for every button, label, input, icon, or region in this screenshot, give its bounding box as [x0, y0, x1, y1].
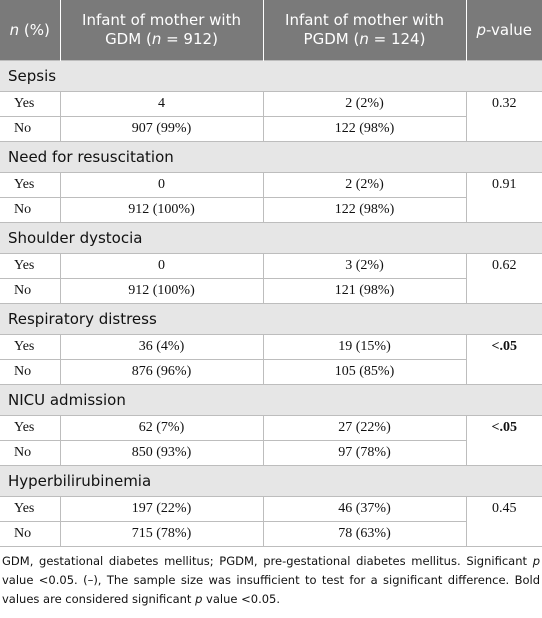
- header-gdm-line1: Infant of mother with: [82, 11, 241, 29]
- header-p-rest: -value: [486, 20, 532, 39]
- pgdm-value: 27 (22%): [262, 415, 467, 441]
- pgdm-value: 122 (98%): [262, 197, 467, 223]
- row-label: Yes: [0, 91, 61, 117]
- gdm-value: 0: [59, 253, 264, 279]
- header-gdm: Infant of mother with GDM (n = 912): [60, 0, 264, 61]
- header-p-value: p-value: [466, 0, 542, 61]
- section-title: Shoulder dystocia: [0, 222, 542, 254]
- gdm-value: 876 (96%): [59, 359, 264, 385]
- header-gdm-line2-pre: GDM (: [105, 30, 152, 48]
- table-row: No 907 (99%) 122 (98%): [0, 116, 542, 142]
- table-header-row: n (%) Infant of mother with GDM (n = 912)…: [0, 0, 542, 61]
- pgdm-value: 2 (2%): [262, 172, 467, 198]
- table-row: No 912 (100%) 121 (98%): [0, 278, 542, 304]
- header-pgdm-n: n: [359, 30, 369, 48]
- table-row: No 876 (96%) 105 (85%): [0, 359, 542, 385]
- header-n-percent: n (%): [0, 0, 61, 61]
- row-label: No: [0, 521, 61, 547]
- header-n-italic: n: [9, 20, 20, 39]
- footnote-p2-italic: p: [195, 592, 203, 606]
- header-pgdm: Infant of mother with PGDM (n = 124): [263, 0, 467, 61]
- table-row: Yes 62 (7%) 27 (22%) <.05: [0, 415, 542, 466]
- table-row: Yes 36 (4%) 19 (15%) <.05: [0, 334, 542, 385]
- header-pgdm-line2-pre: PGDM (: [303, 30, 360, 48]
- header-pgdm-line1: Infant of mother with: [285, 11, 444, 29]
- gdm-value: 907 (99%): [59, 116, 264, 142]
- footnote-sig-post: value <0.05. (–), The sample size was in…: [2, 573, 540, 606]
- header-p-italic: p: [476, 20, 487, 39]
- header-percent-text: (%): [19, 20, 50, 39]
- results-table: n (%) Infant of mother with GDM (n = 912)…: [0, 0, 542, 547]
- row-label: Yes: [0, 253, 61, 279]
- row-label: Yes: [0, 172, 61, 198]
- table-row: Yes 0 3 (2%) 0.62: [0, 253, 542, 304]
- row-label: No: [0, 116, 61, 142]
- footnote-p-italic: p: [532, 554, 540, 568]
- pgdm-value: 78 (63%): [262, 521, 467, 547]
- row-label: Yes: [0, 334, 61, 360]
- section-header-row: Shoulder dystocia: [0, 222, 542, 254]
- table-footnote: GDM, gestational diabetes mellitus; PGDM…: [0, 552, 540, 609]
- footnote-sig-end: value <0.05.: [202, 592, 281, 606]
- pgdm-value: 3 (2%): [262, 253, 467, 279]
- gdm-value: 197 (22%): [59, 496, 264, 522]
- p-value-cell: <.05: [465, 334, 542, 385]
- gdm-value: 4: [59, 91, 264, 117]
- table-row: Yes 0 2 (2%) 0.91: [0, 172, 542, 223]
- p-value-cell: 0.62: [465, 253, 542, 304]
- table-body: Sepsis Yes 4 2 (2%) 0.32 No 907 (99%) 122 (98%)…: [0, 60, 542, 547]
- p-value-cell: 0.91: [465, 172, 542, 223]
- pgdm-value: 121 (98%): [262, 278, 467, 304]
- row-label: Yes: [0, 415, 61, 441]
- pgdm-value: 2 (2%): [262, 91, 467, 117]
- gdm-value: 36 (4%): [59, 334, 264, 360]
- footnote-sig-pre: Significant: [466, 554, 533, 568]
- pgdm-value: 19 (15%): [262, 334, 467, 360]
- gdm-value: 62 (7%): [59, 415, 264, 441]
- section-title: Need for resuscitation: [0, 141, 542, 173]
- section-title: Hyperbilirubinemia: [0, 465, 542, 497]
- gdm-value: 850 (93%): [59, 440, 264, 466]
- row-label: No: [0, 440, 61, 466]
- pgdm-value: 105 (85%): [262, 359, 467, 385]
- section-header-row: Sepsis: [0, 60, 542, 92]
- gdm-value: 912 (100%): [59, 197, 264, 223]
- footnote-abbreviations: GDM, gestational diabetes mellitus; PGDM…: [2, 554, 461, 568]
- row-label: No: [0, 278, 61, 304]
- gdm-value: 912 (100%): [59, 278, 264, 304]
- header-gdm-line2-post: = 912): [161, 30, 218, 48]
- section-title: Sepsis: [0, 60, 542, 92]
- section-header-row: Need for resuscitation: [0, 141, 542, 173]
- row-label: No: [0, 359, 61, 385]
- table-row: Yes 4 2 (2%) 0.32: [0, 91, 542, 142]
- section-title: Respiratory distress: [0, 303, 542, 335]
- row-label: No: [0, 197, 61, 223]
- table-row: Yes 197 (22%) 46 (37%) 0.45: [0, 496, 542, 547]
- table-row: No 715 (78%) 78 (63%): [0, 521, 542, 547]
- gdm-value: 715 (78%): [59, 521, 264, 547]
- section-header-row: Hyperbilirubinemia: [0, 465, 542, 497]
- section-header-row: NICU admission: [0, 384, 542, 416]
- pgdm-value: 97 (78%): [262, 440, 467, 466]
- pgdm-value: 46 (37%): [262, 496, 467, 522]
- gdm-value: 0: [59, 172, 264, 198]
- p-value-cell: 0.32: [465, 91, 542, 142]
- header-pgdm-line2-post: = 124): [368, 30, 426, 48]
- pgdm-value: 122 (98%): [262, 116, 467, 142]
- table-row: No 850 (93%) 97 (78%): [0, 440, 542, 466]
- row-label: Yes: [0, 496, 61, 522]
- p-value-cell: <.05: [465, 415, 542, 466]
- header-gdm-n: n: [151, 30, 162, 48]
- table-row: No 912 (100%) 122 (98%): [0, 197, 542, 223]
- p-value-cell: 0.45: [465, 496, 542, 547]
- section-title: NICU admission: [0, 384, 542, 416]
- section-header-row: Respiratory distress: [0, 303, 542, 335]
